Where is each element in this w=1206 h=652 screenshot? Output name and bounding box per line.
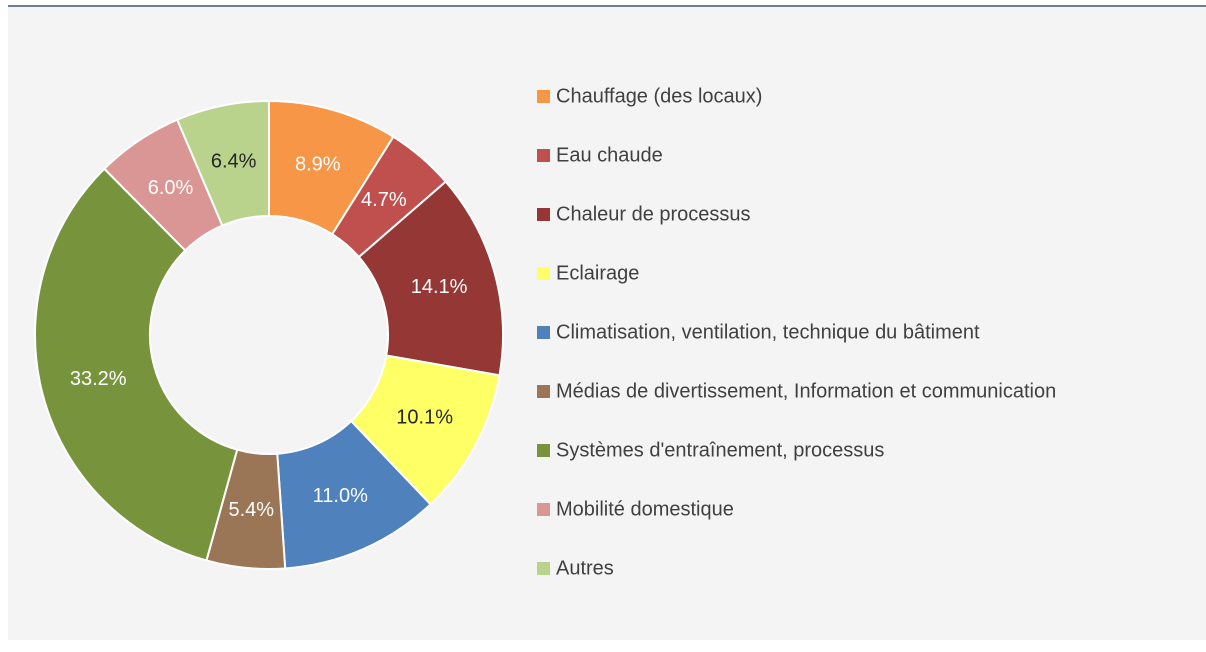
legend-label: Autres [556,557,614,579]
legend-swatch [537,503,550,516]
legend-label: Médias de divertissement, Information et… [556,380,1056,402]
data-label: 11.0% [313,485,368,507]
legend-label: Mobilité domestique [556,498,734,520]
data-label: 6.0% [148,177,194,199]
data-label: 8.9% [295,154,341,176]
legend-swatch [537,267,550,280]
legend-swatch [537,90,550,103]
legend-swatch [537,562,550,575]
legend-label: Chaleur de processus [556,203,751,225]
legend-swatch [537,444,550,457]
legend-swatch [537,326,550,339]
legend-label: Eclairage [556,262,639,284]
data-label: 33.2% [70,368,127,390]
legend-swatch [537,208,550,221]
donut-slice [175,99,270,227]
donut-slice [34,167,239,562]
legend-swatch [537,385,550,398]
data-label: 6.4% [211,150,257,172]
data-label: 10.1% [396,407,453,429]
legend-label: Climatisation, ventilation, technique du… [556,321,980,343]
data-label: 4.7% [361,189,407,211]
legend-label: Chauffage (des locaux) [556,85,762,107]
data-label: 14.1% [411,276,468,298]
legend-label: Systèmes d'entraînement, processus [556,439,884,461]
legend-label: Eau chaude [556,144,663,166]
legend-swatch [537,149,550,162]
data-label: 5.4% [228,499,274,521]
donut-slice [357,180,504,377]
